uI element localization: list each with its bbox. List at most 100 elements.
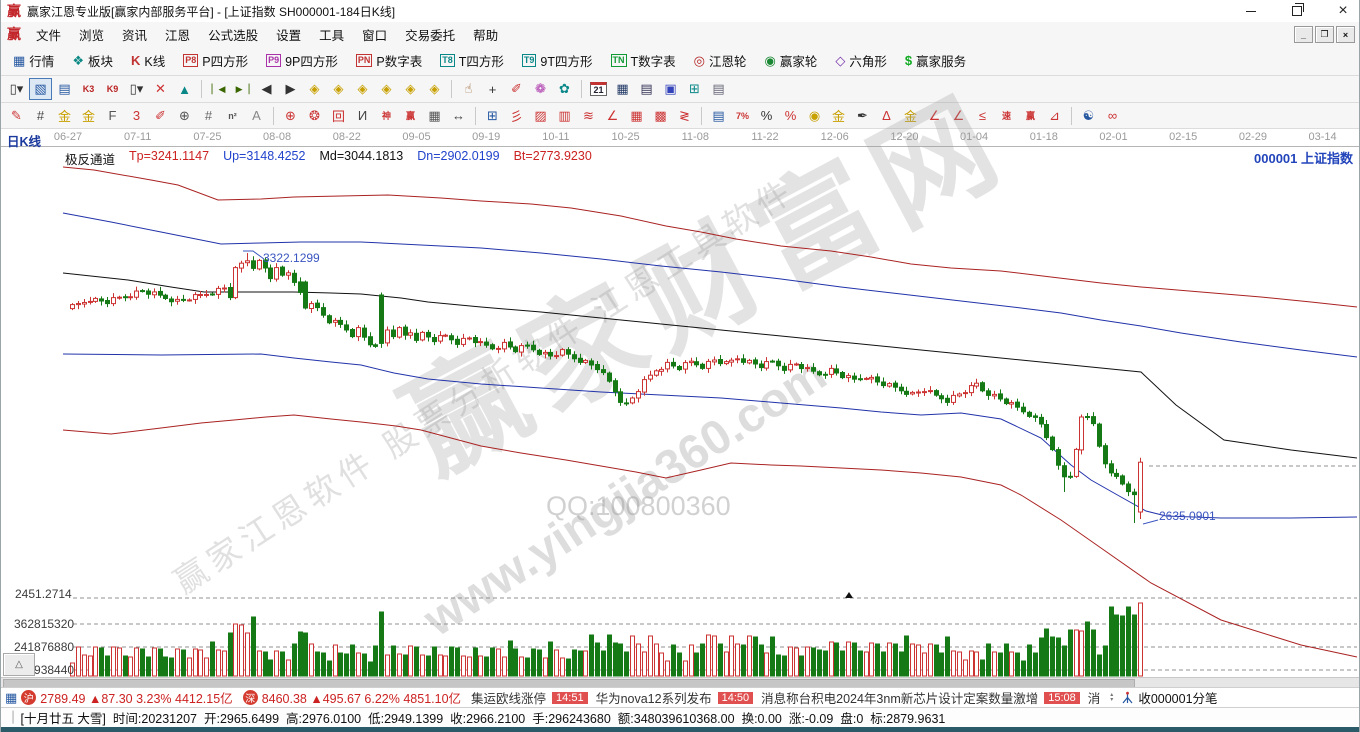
candlestick-chart[interactable] <box>1 129 1360 677</box>
tool-square-spiral[interactable]: 回 <box>327 105 350 127</box>
tool-notes[interactable]: ▤ <box>635 78 658 100</box>
tool-bars-3[interactable]: K3 <box>77 78 100 100</box>
tool-percent-7[interactable]: 7% <box>731 105 754 127</box>
tool-report-doc[interactable]: ▤ <box>53 78 76 100</box>
toolbar-button-hexagon[interactable]: ◇ 六角形 <box>827 47 895 74</box>
tool-candle-style-dropdown[interactable]: ▯▾ <box>125 78 148 100</box>
news-item[interactable]: 集运欧线涨停 <box>471 692 547 706</box>
chart-area[interactable]: 赢家财富网 赢家江恩软件 股票分析软件 江恩工具软件 www.yingjia36… <box>1 71 1360 677</box>
tool-yinyang[interactable]: ☯ <box>1077 105 1100 127</box>
tool-angle-pointer-tool[interactable]: ✐ <box>505 78 528 100</box>
menu-窗口[interactable]: 窗口 <box>362 28 388 43</box>
restore-button[interactable] <box>1289 3 1305 19</box>
mdi-restore-button[interactable]: ❐ <box>1315 26 1334 43</box>
tool-ying-tool[interactable]: 赢 <box>399 105 422 127</box>
tool-web-tool[interactable]: ✿ <box>553 78 576 100</box>
tool-red-grid-2[interactable]: ▩ <box>649 105 672 127</box>
tool-zoom-left[interactable]: ◈ <box>303 78 326 100</box>
tool-print[interactable]: ▤ <box>707 78 730 100</box>
tool-box-hatch[interactable]: ▥ <box>553 105 576 127</box>
toolbar-button-winner-wheel[interactable]: ◉ 赢家轮 <box>757 47 826 74</box>
tool-knife-tool-2[interactable]: ✐ <box>149 105 172 127</box>
tool-angle-under[interactable]: ≤ <box>971 105 994 127</box>
toolbar-button-quotes[interactable]: ▦ 行情 <box>5 47 62 74</box>
news-item[interactable]: 华为nova12系列发布 <box>595 692 712 706</box>
toolbar-button-kline[interactable]: K K线 <box>123 47 173 74</box>
tool-hash-grid[interactable]: # <box>197 105 220 127</box>
mdi-minimize-button[interactable]: _ <box>1294 26 1313 43</box>
tool-percent[interactable]: % <box>755 105 778 127</box>
menu-设置[interactable]: 设置 <box>276 28 302 43</box>
menu-江恩[interactable]: 江恩 <box>165 28 191 43</box>
toolbar-button-sectors[interactable]: ❖ 板块 <box>64 47 121 74</box>
ticker-spinner[interactable]: ▴ ▾ <box>1110 691 1114 703</box>
tool-flower-tool[interactable]: ❁ <box>529 78 552 100</box>
tool-three-square[interactable]: 3 <box>125 105 148 127</box>
close-button[interactable]: × <box>1338 2 1348 19</box>
tool-last-page[interactable]: ▶▕ <box>231 78 254 100</box>
tool-infinity[interactable]: ∞ <box>1101 105 1124 127</box>
mdi-close-button[interactable]: × <box>1336 26 1355 43</box>
tool-pen-candle[interactable]: ✒ <box>851 105 874 127</box>
tool-box-tool[interactable]: ⊞ <box>481 105 504 127</box>
news-item[interactable]: 消息称台积电2024年3nm新芯片设计定案数量激增 <box>761 692 1039 706</box>
tool-circle-cross[interactable]: ⊕ <box>173 105 196 127</box>
tool-panel-list[interactable]: ▤ <box>707 105 730 127</box>
tool-zoom-right[interactable]: ◈ <box>327 78 350 100</box>
tool-gann-circle[interactable]: ⊕ <box>279 105 302 127</box>
tool-shen-tool[interactable]: 神 <box>375 105 398 127</box>
tool-compress[interactable]: ◈ <box>375 78 398 100</box>
tool-gold-circle[interactable]: ◉ <box>803 105 826 127</box>
toolbar-button-p-number-table[interactable]: PN P数字表 <box>348 47 430 74</box>
tool-crosshair-tool[interactable]: + <box>481 78 504 100</box>
toolbar-button-p-square[interactable]: P8 P四方形 <box>175 47 256 74</box>
tool-hand-tool[interactable]: ☝ <box>457 78 480 100</box>
toolbar-button-t-square[interactable]: T8 T四方形 <box>432 47 512 74</box>
menu-公式选股[interactable]: 公式选股 <box>208 28 259 43</box>
tool-first-page[interactable]: ▏◀ <box>207 78 230 100</box>
menu-交易委托[interactable]: 交易委托 <box>405 28 456 43</box>
tool-prev-page[interactable]: ◀ <box>255 78 278 100</box>
news-item[interactable]: 消 <box>1087 692 1101 706</box>
tool-bars-9[interactable]: K9 <box>101 78 124 100</box>
tool-multi-lines[interactable]: ≋ <box>577 105 600 127</box>
tool-candle-type-dropdown[interactable]: ▯▾ <box>5 78 28 100</box>
tool-angle-text[interactable]: A <box>245 105 268 127</box>
expand-pane-button[interactable]: △ <box>3 653 35 676</box>
toolbar-button-9p-square[interactable]: P9 9P四方形 <box>258 47 346 74</box>
tool-angle-j[interactable]: ∠ <box>923 105 946 127</box>
tool-gann-fan[interactable]: 彡 <box>505 105 528 127</box>
tool-pattern-mode[interactable]: ▧ <box>29 78 52 100</box>
tool-spider-web[interactable]: ❂ <box>303 105 326 127</box>
tool-angle-f[interactable]: ∠ <box>947 105 970 127</box>
tool-red-grid[interactable]: ▦ <box>625 105 648 127</box>
toolbar-button-winner-service[interactable]: $ 赢家服务 <box>897 47 974 74</box>
tool-zoom-vertical[interactable]: ◈ <box>399 78 422 100</box>
tool-calculator[interactable]: ▦ <box>611 78 634 100</box>
tool-calendar[interactable]: 21 <box>587 78 610 100</box>
toolbar-button-t-number-table[interactable]: TN T数字表 <box>603 47 684 74</box>
market-grid-icon[interactable]: ▦ <box>5 689 18 705</box>
tool-triangle-line[interactable]: ∆ <box>875 105 898 127</box>
tool-n-square[interactable]: n² <box>221 105 244 127</box>
tool-next-page[interactable]: ▶ <box>279 78 302 100</box>
tool-angle-lines[interactable]: И <box>351 105 374 127</box>
tool-angle-box[interactable]: ⊿ <box>1043 105 1066 127</box>
tool-gold-square-2[interactable]: 金 <box>77 105 100 127</box>
tool-gold-ratio[interactable]: 金 <box>827 105 850 127</box>
toolbar-button-9t-square[interactable]: T9 9T四方形 <box>514 47 601 74</box>
tool-box-fan[interactable]: ▨ <box>529 105 552 127</box>
tool-grid-tool[interactable]: # <box>29 105 52 127</box>
tool-ying-box[interactable]: 赢 <box>1019 105 1042 127</box>
tool-gold-square[interactable]: 金 <box>53 105 76 127</box>
tool-ruler-grid[interactable]: ▦ <box>423 105 446 127</box>
menu-资讯[interactable]: 资讯 <box>122 28 148 43</box>
menu-文件[interactable]: 文件 <box>36 28 62 43</box>
tool-f-square[interactable]: F <box>101 105 124 127</box>
menu-帮助[interactable]: 帮助 <box>473 28 499 43</box>
tool-export[interactable]: ⊞ <box>683 78 706 100</box>
tool-color-chart[interactable]: ▲ <box>173 78 196 100</box>
tool-full-view[interactable]: ◈ <box>423 78 446 100</box>
tool-zoom-horizontal[interactable]: ◈ <box>351 78 374 100</box>
tick-data-button[interactable]: 收000001分笔 <box>1138 692 1218 706</box>
